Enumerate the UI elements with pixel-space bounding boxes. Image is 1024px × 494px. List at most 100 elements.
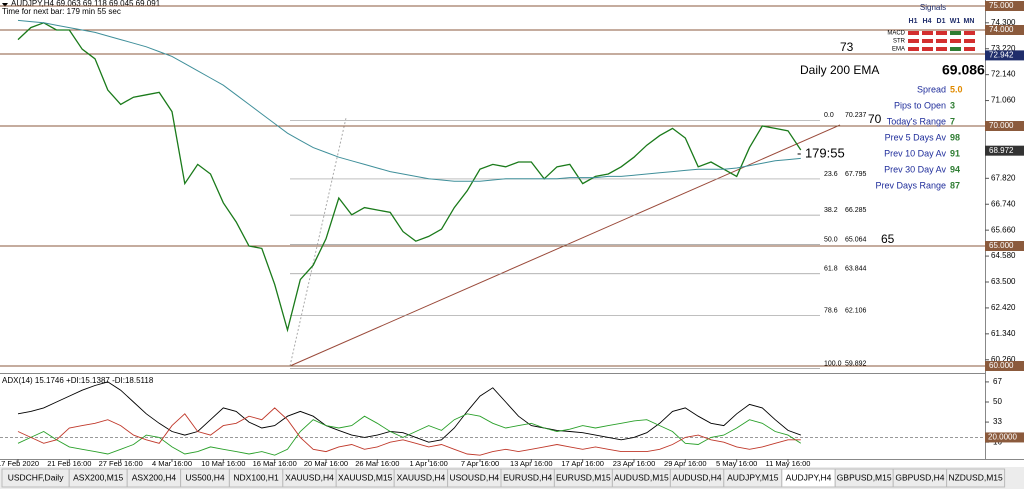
tab-label[interactable]: NDX100,H1 <box>233 472 279 482</box>
fib-price: 66.285 <box>845 207 867 214</box>
x-tick-label: 11 May 16:00 <box>766 459 811 468</box>
info-label: Prev 30 Day Av <box>884 164 946 174</box>
y-tick-label: 63.500 <box>991 277 1016 286</box>
fib-level: 50.0 <box>824 236 838 243</box>
tab-label[interactable]: AUDJPY,H4 <box>786 472 832 482</box>
y-tick-label: 66.740 <box>991 199 1016 208</box>
price-box <box>985 241 1024 251</box>
tab-label[interactable]: XAUUSD,M15 <box>338 472 393 482</box>
adx-y-tick-label: 50 <box>993 397 1002 406</box>
fib-level: 38.2 <box>824 207 838 214</box>
signal-cell <box>922 39 933 43</box>
fib-price: 67.795 <box>845 171 867 178</box>
signals-column: H1 <box>909 18 918 25</box>
x-tick-label: 7 Apr 16:00 <box>461 459 499 468</box>
series-line <box>17 381 801 443</box>
signal-cell <box>950 47 961 51</box>
y-tick-label: 67.820 <box>991 173 1016 182</box>
x-tick-label: 13 Apr 16:00 <box>510 459 553 468</box>
signal-cell <box>964 31 975 35</box>
price-box <box>985 50 1024 61</box>
signal-cell <box>908 31 919 35</box>
tab-label[interactable]: ASX200,M15 <box>73 472 123 482</box>
signal-cell <box>936 31 947 35</box>
tab-label[interactable]: EURUSD,M15 <box>556 472 611 482</box>
price-box <box>985 361 1024 371</box>
ema-value: 69.086 <box>942 62 985 78</box>
series-line <box>17 407 801 456</box>
tab-label[interactable]: US500,H4 <box>185 472 224 482</box>
tab-label[interactable]: USOUSD,H4 <box>450 472 500 482</box>
info-label: Prev 5 Days Av <box>885 132 947 142</box>
adx-header: ADX(14) 15.1746 +DI:15.1387 -DI:18.5118 <box>2 376 154 385</box>
x-tick-label: 29 Apr 16:00 <box>664 459 707 468</box>
price-box <box>985 121 1024 131</box>
tab[interactable] <box>946 468 1006 488</box>
y-tick-label: 60.260 <box>991 355 1016 364</box>
info-value: 98 <box>950 132 960 142</box>
tab-label[interactable]: XAUUSD,H4 <box>285 472 334 482</box>
signals-row: MACD <box>887 31 905 37</box>
tab-label[interactable]: AUDUSD,M15 <box>614 472 669 482</box>
x-tick-label: 21 Feb 16:00 <box>47 459 91 468</box>
y-tick-label: 72.140 <box>991 70 1016 79</box>
x-tick-label: 4 Mar 16:00 <box>152 459 192 468</box>
tab-label[interactable]: USDCHF,Daily <box>8 472 64 482</box>
price-box-label: 75.000 <box>989 1 1014 10</box>
price-box-label: 65.000 <box>989 241 1014 250</box>
signals-title: Signals <box>920 3 946 12</box>
fib-price: 65.064 <box>845 236 867 243</box>
symbol-arrow <box>2 3 8 7</box>
info-value: 3 <box>950 100 955 110</box>
info-label: Prev 10 Day Av <box>884 148 946 158</box>
info-value: 87 <box>950 180 960 190</box>
y-tick-label: 65.660 <box>991 225 1016 234</box>
price-box-label: 68.972 <box>989 146 1014 155</box>
signals-column: MN <box>964 18 975 25</box>
timer-label: - 179:55 <box>797 145 845 160</box>
signal-cell <box>950 31 961 35</box>
x-tick-label: 27 Feb 16:00 <box>99 459 143 468</box>
fib-price: 62.106 <box>845 307 867 314</box>
fib-price: 70.237 <box>845 112 867 119</box>
price-box-label: 74.000 <box>989 25 1014 34</box>
price-box <box>985 1 1024 11</box>
tab-label[interactable]: GBPUSD,M15 <box>837 472 892 482</box>
level-label: 73 <box>840 40 854 54</box>
y-tick-label: 71.060 <box>991 96 1016 105</box>
fib-price: 59.892 <box>845 360 867 367</box>
series-line <box>17 413 802 456</box>
signals-row: STR <box>893 39 906 45</box>
fib-level: 78.6 <box>824 307 838 314</box>
signal-cell <box>936 47 947 51</box>
tab-label[interactable]: NZDUSD,M15 <box>948 472 1003 482</box>
price-box-label: 60.000 <box>989 361 1014 370</box>
tab-label[interactable]: XAUUSD,H4 <box>397 472 446 482</box>
info-value: 5.0 <box>950 84 963 94</box>
price-box <box>985 145 1024 156</box>
fib-price: 63.844 <box>845 266 867 273</box>
adx-y-tick-label: 33 <box>993 417 1002 426</box>
level-label: 65 <box>881 232 895 246</box>
signals-row: EMA <box>892 47 905 53</box>
bar-timer: Time for next bar: 179 min 55 sec <box>2 7 121 16</box>
info-label: Pips to Open <box>894 100 946 110</box>
info-value: 7 <box>950 116 955 126</box>
signals-column: W1 <box>950 18 961 25</box>
info-value: 94 <box>950 164 960 174</box>
tab-label[interactable]: AUDJPY,M15 <box>727 472 779 482</box>
tab-label[interactable]: AUDUSD,H4 <box>673 472 722 482</box>
tab-label[interactable]: EURUSD,H4 <box>503 472 552 482</box>
tab-label[interactable]: GBPUSD,H4 <box>895 472 944 482</box>
y-tick-label: 61.340 <box>991 329 1016 338</box>
fib-level: 100.0 <box>824 360 842 367</box>
info-label: Spread <box>917 84 946 94</box>
signal-cell <box>936 39 947 43</box>
adx-level-label: 20.0000 <box>988 433 1017 442</box>
x-tick-label: 1 Apr 16:00 <box>409 459 447 468</box>
y-tick-label: 74.300 <box>991 18 1016 27</box>
signal-cell <box>922 47 933 51</box>
tab-label[interactable]: ASX200,H4 <box>132 472 177 482</box>
adx-y-tick-label: 67 <box>993 377 1002 386</box>
info-value: 91 <box>950 148 960 158</box>
